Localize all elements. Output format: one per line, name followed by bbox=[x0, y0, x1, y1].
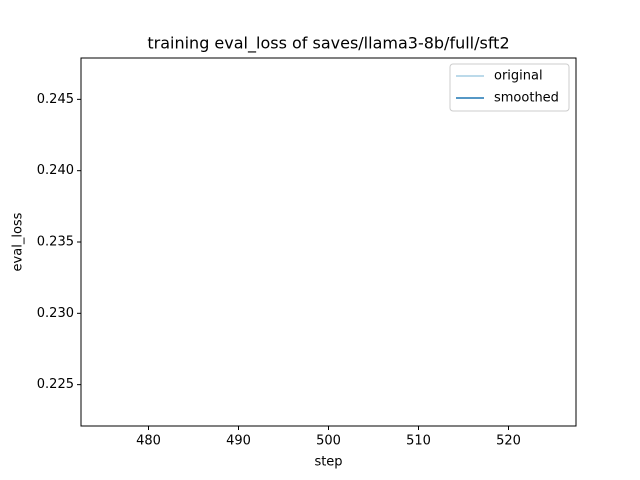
x-tick-label: 480 bbox=[136, 434, 161, 449]
legend-label: smoothed bbox=[494, 91, 559, 106]
x-tick-label: 490 bbox=[226, 434, 251, 449]
y-tick-label: 0.230 bbox=[37, 306, 74, 321]
x-tick-label: 520 bbox=[496, 434, 521, 449]
chart-title: training eval_loss of saves/llama3-8b/fu… bbox=[147, 34, 509, 54]
legend-label: original bbox=[494, 69, 543, 84]
x-axis-label: step bbox=[314, 455, 342, 470]
y-tick-label: 0.245 bbox=[37, 92, 74, 107]
y-tick-label: 0.240 bbox=[37, 163, 74, 178]
x-tick-label: 510 bbox=[406, 434, 431, 449]
y-tick-label: 0.235 bbox=[37, 235, 74, 250]
y-axis-label: eval_loss bbox=[11, 212, 26, 271]
axes-frame bbox=[80, 57, 577, 427]
y-tick-label: 0.225 bbox=[37, 377, 74, 392]
x-tick-label: 500 bbox=[316, 434, 341, 449]
